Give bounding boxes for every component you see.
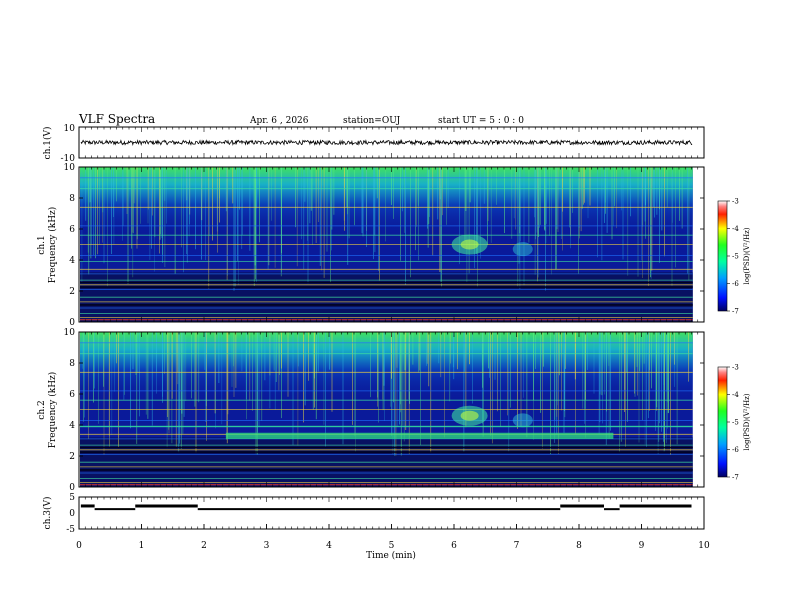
xtick-label: 5: [389, 541, 395, 551]
ch1-ytick-group: 0 2 4 6 8 10: [64, 163, 704, 328]
ch1-colorbar-ticks: -3 -4 -5 -6 -7: [727, 198, 739, 316]
ch1-waveform-trace: [80, 139, 693, 147]
colorbar-tick-label: -3: [732, 364, 739, 372]
colorbar-tick-label: -7: [732, 474, 739, 482]
ch3-status-trace: [80, 504, 692, 511]
ytick-label: 4: [69, 421, 75, 431]
ch3-ytick-top: 5: [69, 493, 75, 503]
ytick-label: 2: [69, 452, 75, 462]
ytick-label: 2: [69, 287, 75, 297]
xtick-label: 4: [326, 541, 332, 551]
ch1-spec-ylabel-freq: Frequency (kHz): [47, 207, 58, 284]
colorbar-tick-label: -5: [732, 253, 739, 261]
ch2-ytick-group: 0 2 4 6 8 10: [64, 328, 704, 493]
ch1-ytick-top: 10: [64, 124, 76, 134]
colorbar-tick-label: -4: [732, 225, 739, 233]
ytick-label: 6: [69, 390, 75, 400]
colorbar-tick-label: -6: [732, 280, 739, 288]
ch2-colorbar-ticks: -3 -4 -5 -6 -7: [727, 364, 739, 482]
ytick-label: 10: [64, 328, 76, 338]
ch2-spectrogram-image: [79, 332, 704, 487]
xtick-label: 0: [76, 541, 82, 551]
station-label: station=OUJ: [343, 116, 401, 126]
ch2-spec-ylabel-channel: ch.2: [37, 400, 47, 419]
time-axis-ticks: 0 1 2 3 4 5 6 7 8 9 10: [76, 524, 710, 551]
xtick-label: 3: [264, 541, 270, 551]
ytick-label: 10: [64, 163, 76, 173]
xtick-label: 8: [576, 541, 582, 551]
colorbar-tick-label: -7: [732, 308, 739, 316]
colorbar-tick-label: -5: [732, 419, 739, 427]
ch3-ytick-bottom: -5: [66, 525, 75, 535]
time-axis-label: Time (min): [366, 550, 416, 561]
ytick-label: 8: [69, 194, 75, 204]
ch3-ylabel: ch.3(V): [42, 497, 53, 530]
date-label: Apr. 6 , 2026: [249, 116, 309, 126]
ytick-label: 8: [69, 359, 75, 369]
colorbar-tick-label: -4: [732, 391, 739, 399]
ch1-ylabel: ch.1(V): [42, 127, 53, 160]
ch1-spectrogram-image: [79, 167, 704, 322]
xtick-label: 1: [139, 541, 145, 551]
xtick-label: 10: [698, 541, 710, 551]
ch1-ytick-bottom: -10: [61, 154, 76, 164]
ytick-label: 0: [69, 318, 75, 328]
ch1-colorbar-label: log(PSD)(V²/Hz): [743, 227, 751, 284]
ch3-status-panel: 5 0 -5 ch.3(V) 0 1 2 3 4 5 6 7 8 9 10 Time (min): [42, 493, 710, 561]
ch2-spec-ylabel-freq: Frequency (kHz): [47, 372, 58, 449]
ch1-spec-ylabel-channel: ch.1: [37, 235, 47, 254]
ch2-colorbar-label: log(PSD)(V²/Hz): [743, 393, 751, 450]
xtick-label: 9: [639, 541, 645, 551]
xtick-label: 6: [451, 541, 457, 551]
xtick-label: 7: [514, 541, 520, 551]
figure-title: VLF Spectra: [78, 112, 155, 126]
ch2-colorbar: [717, 366, 728, 478]
colorbar-tick-label: -3: [732, 198, 739, 206]
ytick-label: 4: [69, 256, 75, 266]
ch3-ytick-mid: 0: [69, 509, 75, 519]
ch1-colorbar: [717, 200, 728, 312]
ytick-label: 6: [69, 225, 75, 235]
colorbar-tick-label: -6: [732, 446, 739, 454]
ytick-label: 0: [69, 483, 75, 493]
xtick-label: 2: [201, 541, 207, 551]
start-time-label: start UT = 5 : 0 : 0: [438, 116, 524, 126]
minute-tick-marks: [78, 127, 705, 529]
